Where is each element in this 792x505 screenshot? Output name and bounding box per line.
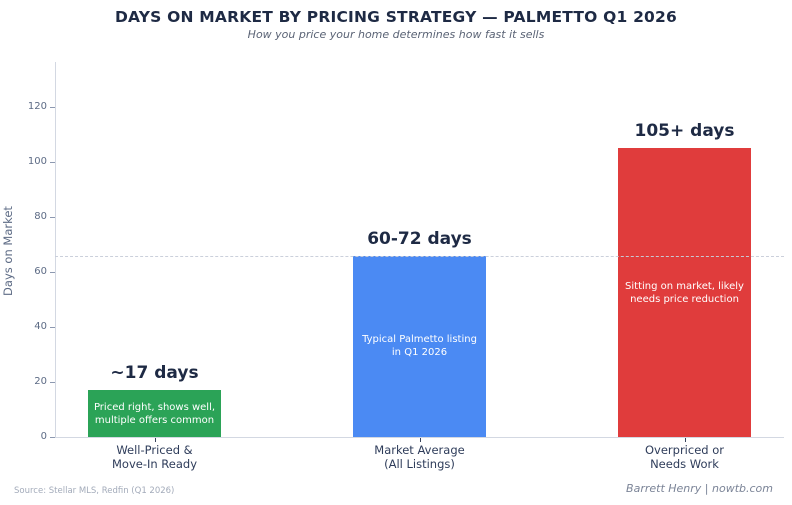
x-tick-label: Market Average (All Listings) (330, 443, 510, 471)
x-tick-label-line: Market Average (374, 443, 465, 457)
x-tick-mark (684, 438, 686, 442)
x-tick-label-line: Move-In Ready (111, 456, 198, 471)
bar-annotation-line: Typical Palmetto listing (362, 334, 477, 346)
bar-annotation-line: multiple offers common (94, 414, 215, 426)
y-tick-label: 80 (34, 211, 47, 222)
x-axis-line (55, 437, 784, 438)
y-tick-mark (50, 437, 55, 438)
y-tick-mark (50, 272, 55, 273)
credit-note: Barrett Henry | nowtb.com (626, 482, 773, 495)
y-axis-spine (55, 62, 56, 437)
y-tick-mark (50, 382, 55, 383)
y-axis-label: Days on Market (1, 206, 15, 296)
y-tick-label: 0 (40, 431, 47, 442)
bar-annotation-line: Priced right, shows well, (93, 401, 216, 413)
bar-annotation-line: in Q1 2026 (391, 347, 448, 359)
x-tick-label-line: Well-Priced & (116, 443, 193, 457)
bar: Typical Palmetto listing in Q1 2026 (353, 255, 486, 437)
x-tick-mark (154, 438, 156, 442)
bar-annotation-line: Sitting on market, likely (625, 280, 744, 292)
y-tick-mark (50, 162, 55, 163)
bar: Priced right, shows well, multiple offers… (88, 390, 221, 437)
chart-title: DAYS ON MARKET BY PRICING STRATEGY — PAL… (114, 8, 678, 26)
x-tick-label-line: Overpriced or (644, 443, 724, 457)
source-note: Source: Stellar MLS, Redfin (Q1 2026) (14, 486, 175, 496)
bar-value-label: 105+ days (634, 121, 735, 142)
bar-value-label: ~17 days (110, 363, 199, 384)
y-tick-mark (50, 327, 55, 328)
bar-annotation: Priced right, shows well, multiple offers… (94, 401, 215, 427)
x-tick-label: Well-Priced & Move-In Ready (65, 443, 245, 471)
chart-subtitle: How you price your home determines how f… (247, 28, 545, 41)
y-tick-label: 20 (34, 376, 47, 387)
y-tick-label: 40 (34, 321, 47, 332)
bar-value-label: 60-72 days (367, 228, 472, 249)
y-tick-label: 120 (27, 101, 47, 112)
y-tick-label: 100 (27, 156, 47, 167)
bar: Sitting on market, likely needs price red… (618, 148, 751, 437)
x-tick-mark (419, 438, 421, 442)
y-tick-label: 60 (34, 266, 47, 277)
bar-annotation: Typical Palmetto listing in Q1 2026 (362, 333, 477, 359)
y-tick-mark (50, 107, 55, 108)
reference-line (55, 255, 784, 257)
bar-annotation: Sitting on market, likely needs price red… (625, 280, 744, 306)
x-tick-label-line: Needs Work (650, 456, 719, 471)
bar-annotation-line: needs price reduction (630, 293, 739, 305)
x-tick-label-line: (All Listings) (384, 456, 455, 471)
y-tick-mark (50, 217, 55, 218)
x-tick-label: Overpriced or Needs Work (595, 443, 775, 471)
